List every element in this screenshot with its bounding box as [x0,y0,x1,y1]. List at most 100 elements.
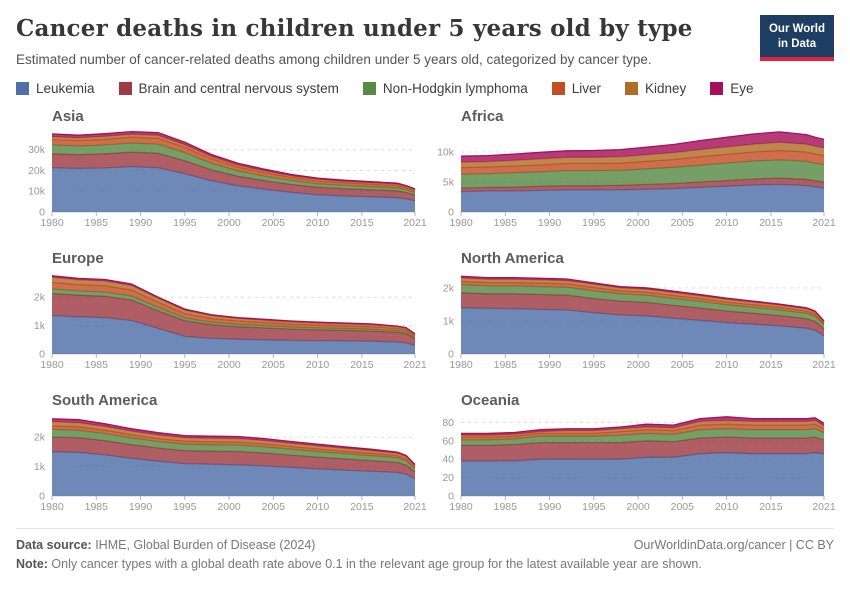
svg-text:1985: 1985 [85,501,109,513]
legend-label: Eye [730,81,754,96]
page: Cancer deaths in children under 5 years … [16,15,836,571]
svg-text:1990: 1990 [129,359,153,371]
svg-text:2000: 2000 [626,217,650,229]
svg-text:20k: 20k [28,165,46,177]
svg-text:1995: 1995 [582,217,606,229]
legend-item-leukemia: Leukemia [16,81,95,96]
south-america-stacked-area-chart: 0 1k 2k 1980 1985 1990 1995 2000 2005 2010 2015 202… [34,418,427,513]
chart-title-africa: Africa [461,108,504,125]
svg-text:1985: 1985 [494,501,518,513]
footer: Data source: IHME, Global Burden of Dise… [16,528,834,571]
svg-text:10k: 10k [28,186,46,198]
license-link[interactable]: OurWorldinData.org/cancer | CC BY [633,538,834,552]
svg-text:1980: 1980 [40,217,64,229]
svg-text:20: 20 [442,472,454,484]
owid-logo-line1: Our World [768,23,825,35]
chart-europe: Europe 0 1k 2k 1980 1985 1990 1995 2000 2005 2010… [16,250,427,374]
legend-label: Kidney [645,81,687,96]
legend-item-brain-cns: Brain and central nervous system [118,81,339,96]
svg-text:1990: 1990 [129,501,153,513]
svg-text:1980: 1980 [449,359,473,371]
chart-south-america: South America 0 1k 2k 1980 1985 1990 1995 2000 2… [16,392,427,516]
svg-text:2010: 2010 [715,359,739,371]
chart-oceania: Oceania 0 20 40 60 80 1980 1985 1990 1995 2000 200… [425,392,836,516]
svg-text:1990: 1990 [538,501,562,513]
legend-item-eye: Eye [710,81,754,96]
svg-text:2015: 2015 [350,359,374,371]
legend-item-non-hodgkin-lymphoma: Non-Hodgkin lymphoma [362,81,528,96]
chart-title-north-america: North America [461,250,564,267]
svg-text:1980: 1980 [40,359,64,371]
chart-africa: Africa 0 5k 10k 1980 1985 1990 1995 2000 2005 201… [425,108,836,232]
svg-text:2000: 2000 [217,501,241,513]
svg-text:1k: 1k [34,461,46,473]
eye-swatch-icon [710,82,724,95]
svg-text:1k: 1k [443,315,455,327]
svg-text:10k: 10k [437,147,455,159]
chart-title-asia: Asia [52,108,84,125]
svg-text:2021: 2021 [403,501,427,513]
svg-text:1985: 1985 [85,359,109,371]
svg-text:0: 0 [39,207,45,219]
leukemia-swatch-icon [16,82,29,95]
svg-text:2005: 2005 [262,217,286,229]
svg-text:2010: 2010 [306,217,330,229]
chart-title-europe: Europe [52,250,104,267]
liver-swatch-icon [551,82,565,95]
chart-title-oceania: Oceania [461,392,520,409]
svg-text:2000: 2000 [626,359,650,371]
svg-text:1995: 1995 [582,501,606,513]
svg-text:2005: 2005 [262,359,286,371]
legend-label: Non-Hodgkin lymphoma [382,81,528,96]
svg-text:2021: 2021 [812,359,836,371]
svg-text:1995: 1995 [173,359,197,371]
svg-text:30k: 30k [28,144,46,156]
svg-text:2010: 2010 [306,359,330,371]
svg-text:0: 0 [448,491,454,503]
svg-text:2015: 2015 [350,217,374,229]
svg-text:1k: 1k [34,320,46,332]
asia-stacked-area-chart: 0 10k 20k 30k 1980 1985 1990 1995 2000 2005 2010 20… [28,130,427,229]
legend-label: Leukemia [36,81,95,96]
svg-text:1995: 1995 [582,359,606,371]
svg-text:2015: 2015 [350,501,374,513]
svg-text:1980: 1980 [449,217,473,229]
chart-asia: Asia 0 10k 20k 30k 1980 1985 1990 1995 2000 2005 2… [16,108,427,232]
svg-text:0: 0 [448,207,454,219]
svg-text:1990: 1990 [129,217,153,229]
svg-text:1990: 1990 [538,359,562,371]
svg-text:60: 60 [442,435,454,447]
svg-text:2k: 2k [34,432,46,444]
oceania-stacked-area-chart: 0 20 40 60 80 1980 1985 1990 1995 2000 2005 2010 201… [442,416,836,513]
brain-cns-swatch-icon [118,82,132,95]
svg-text:5k: 5k [443,177,455,189]
svg-text:2010: 2010 [715,217,739,229]
owid-logo: Our World in Data [759,15,834,61]
legend-label: Brain and central nervous system [138,81,339,96]
kidney-swatch-icon [625,82,638,95]
svg-text:0: 0 [448,349,454,361]
svg-text:2010: 2010 [715,501,739,513]
north-america-stacked-area-chart: 0 1k 2k 1980 1985 1990 1995 2000 2005 2010 2015 202… [443,275,836,371]
svg-text:1995: 1995 [173,217,197,229]
svg-text:1980: 1980 [449,501,473,513]
svg-text:40: 40 [442,454,454,466]
europe-stacked-area-chart: 0 1k 2k 1980 1985 1990 1995 2000 2005 2010 2015 202… [34,275,427,371]
data-source-label: Data source: [16,538,92,552]
data-source: Data source: IHME, Global Burden of Dise… [16,538,315,552]
chart-title-south-america: South America [52,392,158,409]
svg-text:2021: 2021 [403,217,427,229]
chart-north-america: North America 0 1k 2k 1980 1985 1990 1995 2000 2… [425,250,836,374]
svg-text:2005: 2005 [671,217,695,229]
africa-stacked-area-chart: 0 5k 10k 1980 1985 1990 1995 2000 2005 2010 2015 20… [437,131,836,229]
svg-text:2015: 2015 [759,501,783,513]
svg-text:2021: 2021 [812,501,836,513]
footer-note: Note: Only cancer types with a global de… [16,557,834,571]
legend: Leukemia Brain and central nervous syste… [16,81,834,96]
legend-item-kidney: Kidney [625,81,686,96]
svg-text:2021: 2021 [812,217,836,229]
charts-grid: Asia 0 10k 20k 30k 1980 1985 1990 1995 2000 2005 2… [16,108,836,516]
footer-note-label: Note: [16,557,48,571]
svg-text:2021: 2021 [403,359,427,371]
data-source-text: IHME, Global Burden of Disease (2024) [91,538,316,552]
